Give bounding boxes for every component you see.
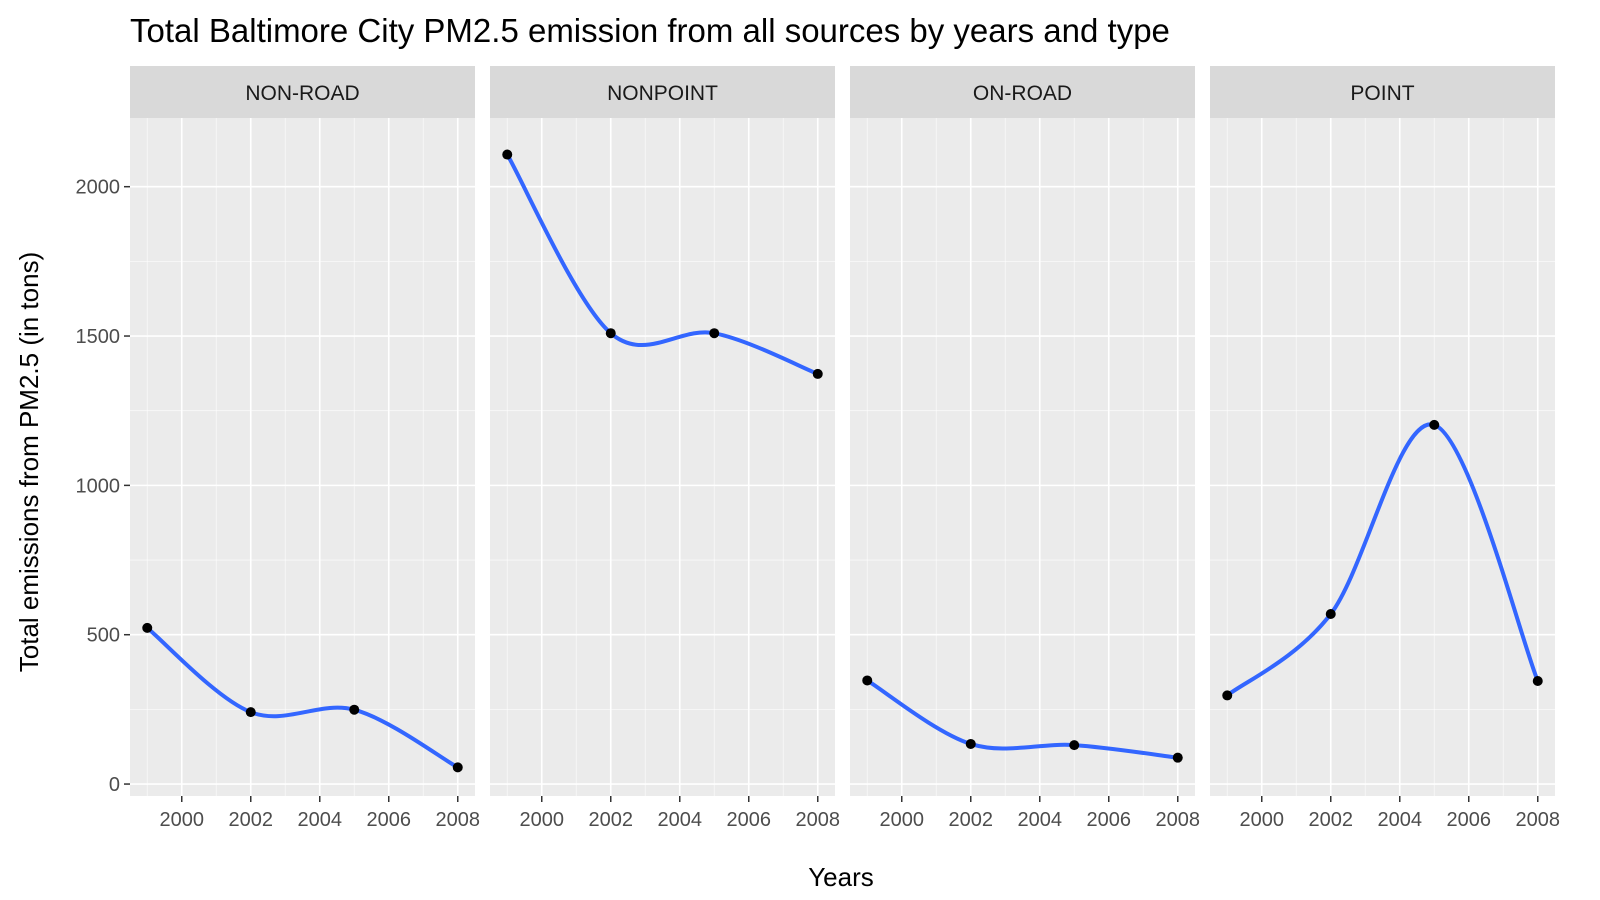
data-point <box>812 368 823 379</box>
x-tick-label: 2004 <box>1378 809 1423 831</box>
data-point <box>502 149 513 160</box>
data-point <box>1429 419 1440 430</box>
chart-title: Total Baltimore City PM2.5 emission from… <box>130 12 1170 49</box>
data-point <box>1222 690 1233 701</box>
data-point <box>605 328 616 339</box>
data-point <box>452 762 463 773</box>
facet-panels: NON-ROAD 2000 2002 2004 2006 2008 NONPOINT 2000… <box>130 66 1560 831</box>
facet-strip-label: ON-ROAD <box>973 82 1072 105</box>
facet-panel: NON-ROAD 2000 2002 2004 2006 2008 <box>130 66 480 831</box>
x-tick-label: 2008 <box>1156 809 1201 831</box>
x-tick-label: 2008 <box>1516 809 1561 831</box>
x-tick-label: 2002 <box>1309 809 1354 831</box>
x-tick-label: 2000 <box>520 809 565 831</box>
panel-background <box>130 118 475 796</box>
y-tick-label: 0 <box>109 774 120 796</box>
y-tick-label: 1500 <box>76 326 121 348</box>
x-tick-label: 2002 <box>589 809 634 831</box>
x-tick-label: 2002 <box>229 809 274 831</box>
facet-strip <box>130 66 475 118</box>
x-tick-label: 2004 <box>658 809 703 831</box>
x-tick-label: 2000 <box>160 809 205 831</box>
x-tick-label: 2004 <box>298 809 343 831</box>
data-point <box>142 622 153 633</box>
y-tick-label: 500 <box>87 625 120 647</box>
facet-strip-label: NONPOINT <box>607 82 718 105</box>
facet-strip <box>1210 66 1555 118</box>
panel-background <box>850 118 1195 796</box>
facet-strip-label: POINT <box>1350 82 1414 105</box>
series-line <box>865 678 1180 760</box>
data-point <box>1532 676 1543 687</box>
facet-panel: POINT 2000 2002 2004 2006 2008 <box>1210 66 1560 831</box>
series-line <box>145 625 460 770</box>
series-line <box>1225 422 1540 698</box>
facet-panel: ON-ROAD 2000 2002 2004 2006 2008 <box>850 66 1200 831</box>
data-point <box>1069 740 1080 751</box>
facet-strip <box>490 66 835 118</box>
data-point <box>1172 752 1183 763</box>
x-tick-label: 2006 <box>727 809 772 831</box>
y-tick-label: 1000 <box>76 475 121 497</box>
y-axis: 0 500 1000 1500 2000 <box>76 177 130 796</box>
x-tick-label: 2008 <box>436 809 481 831</box>
x-tick-label: 2008 <box>796 809 841 831</box>
x-tick-label: 2006 <box>1087 809 1132 831</box>
data-point <box>245 707 256 718</box>
x-axis-title: Years <box>808 862 874 892</box>
data-point <box>349 704 360 715</box>
facet-strip-label: NON-ROAD <box>245 82 359 105</box>
x-tick-label: 2006 <box>367 809 412 831</box>
panel-background <box>1210 118 1555 796</box>
facet-panel: NONPOINT 2000 2002 2004 2006 2008 <box>490 66 840 831</box>
y-tick-label: 2000 <box>76 177 121 199</box>
x-tick-label: 2002 <box>949 809 994 831</box>
x-tick-label: 2004 <box>1018 809 1063 831</box>
x-tick-label: 2006 <box>1447 809 1492 831</box>
data-point <box>1325 609 1336 620</box>
facet-strip <box>850 66 1195 118</box>
x-tick-label: 2000 <box>1240 809 1285 831</box>
y-axis-title: Total emissions from PM2.5 (in tons) <box>14 252 44 672</box>
data-point <box>709 328 720 339</box>
series-line <box>505 152 820 376</box>
data-point <box>862 675 873 686</box>
x-tick-label: 2000 <box>880 809 925 831</box>
data-point <box>965 738 976 749</box>
